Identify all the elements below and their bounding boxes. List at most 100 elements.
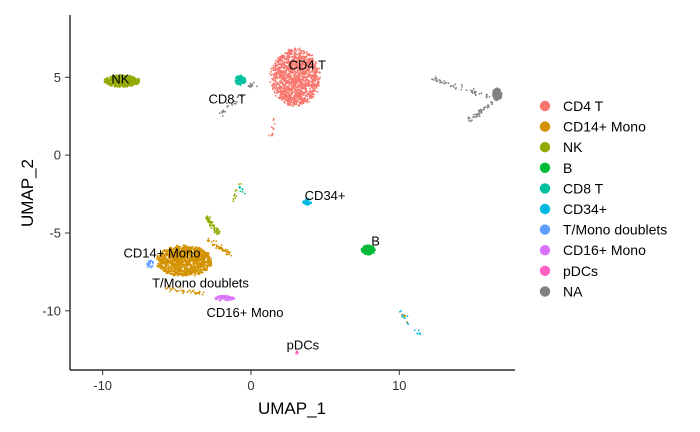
data-point: [306, 93, 309, 96]
data-point: [159, 261, 162, 264]
data-point: [293, 80, 295, 83]
data-point: [315, 66, 318, 69]
data-point: [309, 66, 312, 69]
data-point: [299, 88, 301, 90]
data-point: [165, 264, 168, 267]
data-point: [288, 54, 290, 57]
data-point: [221, 111, 224, 114]
data-point: [318, 67, 321, 70]
data-point: [309, 62, 312, 64]
data-point: [279, 59, 282, 62]
data-point: [300, 69, 303, 71]
data-point: [449, 85, 452, 88]
data-point: [272, 77, 275, 80]
data-point: [281, 93, 283, 96]
data-point: [193, 264, 195, 267]
data-point: [244, 192, 246, 195]
data-point: [443, 80, 445, 82]
data-point: [497, 96, 500, 98]
cluster-points: [268, 47, 321, 107]
data-point: [215, 227, 218, 230]
data-point: [306, 203, 309, 206]
data-point: [492, 92, 495, 95]
data-point: [293, 90, 296, 93]
data-point: [309, 87, 311, 90]
data-point: [253, 81, 255, 84]
data-point: [291, 50, 294, 52]
data-point: [298, 49, 301, 52]
data-point: [176, 268, 179, 271]
data-point: [288, 102, 290, 105]
data-point: [239, 190, 242, 193]
data-point: [480, 110, 482, 112]
data-point: [292, 74, 295, 77]
cluster-label: CD4 T: [289, 57, 326, 72]
data-point: [291, 92, 294, 95]
data-point: [279, 66, 282, 69]
data-point: [166, 269, 169, 272]
data-point: [206, 264, 209, 267]
legend-label: NK: [563, 139, 583, 155]
data-point: [105, 77, 108, 80]
data-point: [292, 72, 295, 75]
data-point: [282, 73, 285, 76]
data-point: [296, 66, 298, 68]
data-point: [417, 329, 420, 332]
data-point: [292, 105, 294, 107]
data-point: [291, 79, 294, 82]
data-point: [312, 71, 315, 74]
data-point: [306, 100, 308, 102]
data-point: [401, 315, 403, 318]
data-point: [285, 98, 287, 101]
data-point: [270, 74, 273, 77]
data-point: [200, 257, 203, 259]
data-point: [275, 84, 278, 87]
data-point: [300, 56, 303, 59]
strand-points: [206, 237, 233, 257]
x-tick-label: 10: [392, 378, 406, 393]
legend-label: pDCs: [563, 263, 598, 279]
data-point: [279, 96, 282, 99]
data-point: [290, 89, 293, 92]
data-point: [215, 247, 218, 250]
data-point: [312, 90, 315, 93]
data-point: [302, 83, 305, 85]
legend-label: CD14+ Mono: [563, 119, 646, 135]
data-point: [309, 94, 312, 97]
data-point: [179, 270, 181, 273]
data-point: [302, 86, 304, 89]
data-point: [286, 61, 288, 63]
data-point: [235, 195, 238, 198]
data-point: [201, 271, 204, 274]
data-point: [301, 100, 303, 102]
legend-swatch: [539, 183, 551, 194]
data-point: [272, 79, 275, 82]
data-point: [244, 81, 247, 83]
data-point: [301, 66, 303, 69]
data-point: [202, 269, 205, 272]
data-point: [182, 270, 185, 273]
data-point: [195, 265, 198, 268]
data-point: [274, 95, 277, 97]
data-point: [311, 74, 313, 77]
data-point: [282, 76, 285, 78]
data-point: [298, 53, 300, 55]
strand-points: [431, 76, 491, 99]
data-point: [275, 87, 277, 90]
data-point: [255, 85, 258, 88]
data-point: [461, 86, 463, 88]
data-point: [186, 291, 189, 294]
data-point: [289, 77, 292, 79]
data-point: [197, 268, 200, 270]
data-point: [206, 256, 209, 259]
data-point: [103, 78, 106, 81]
data-point: [313, 88, 316, 91]
legend-item: NA: [539, 283, 583, 299]
data-point: [207, 239, 209, 242]
data-point: [293, 51, 296, 54]
data-point: [167, 261, 170, 264]
data-point: [176, 261, 179, 263]
data-point: [216, 296, 219, 299]
data-point: [474, 113, 477, 116]
data-point: [202, 291, 205, 294]
